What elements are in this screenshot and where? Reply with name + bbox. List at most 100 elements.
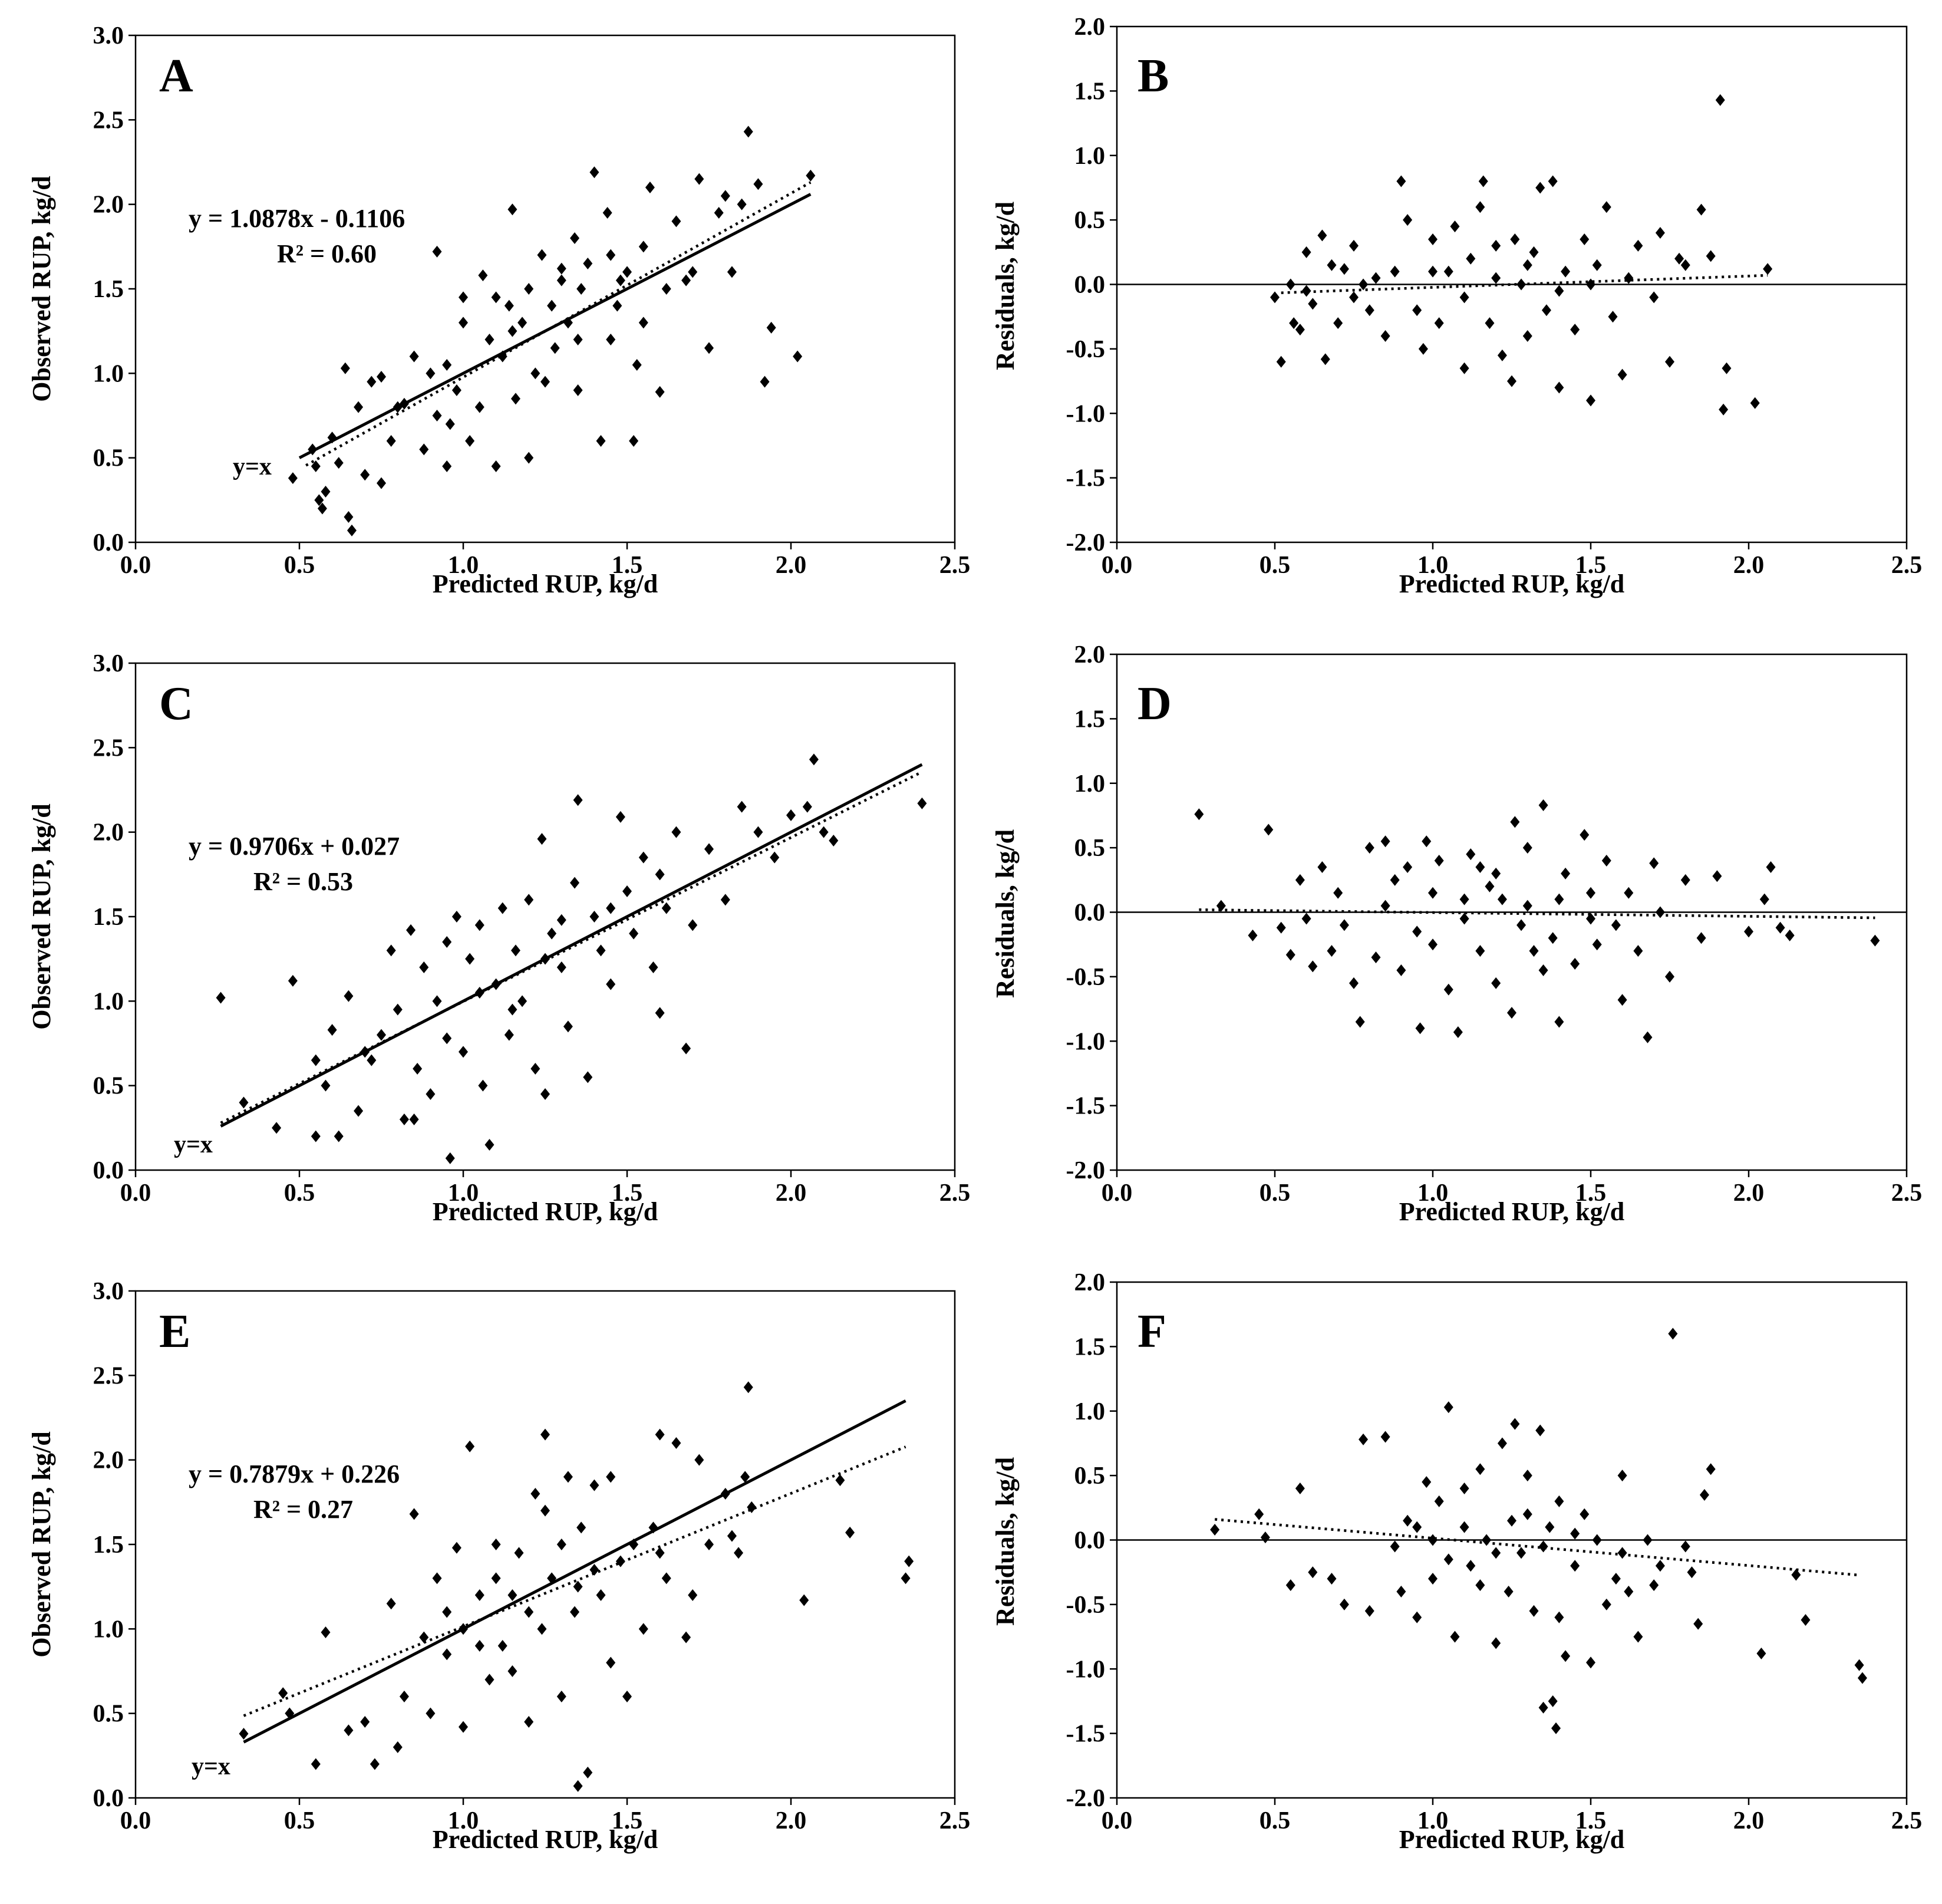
data-point (1317, 861, 1327, 873)
data-point (1535, 182, 1545, 194)
data-point (491, 460, 501, 472)
data-point (386, 435, 396, 447)
data-point (288, 974, 298, 987)
data-point (1522, 1470, 1532, 1482)
data-point (1554, 285, 1564, 297)
data-point (547, 1572, 557, 1585)
data-point (727, 266, 737, 278)
data-point (1633, 1630, 1643, 1643)
x-tick-label: 2.0 (776, 552, 807, 579)
data-point (901, 1572, 911, 1585)
y-tick-label: -1.0 (1066, 1028, 1106, 1055)
y-tick-label: 2.5 (93, 734, 124, 762)
data-point (766, 321, 776, 334)
data-point (1459, 893, 1469, 905)
data-point (344, 511, 354, 523)
data-point (1308, 1566, 1318, 1579)
data-point (606, 1471, 616, 1483)
data-point (288, 472, 298, 485)
y-tick-label: -0.5 (1066, 964, 1106, 991)
data-points (1194, 799, 1880, 1043)
data-point (606, 978, 616, 990)
data-point (1759, 893, 1769, 905)
y-tick-label: 3.0 (93, 22, 124, 50)
data-point (1248, 929, 1258, 941)
data-point (615, 1555, 625, 1567)
panel-d: 0.0 0.5 1.0 1.5 2.0 2.5 -2.0-1.5-1.0-0.50.00.… (991, 641, 1922, 1226)
x-axis-ticks: 0.0 0.5 1.0 1.5 2.0 2.5 (120, 1798, 970, 1834)
data-point (478, 1079, 488, 1092)
data-point (517, 317, 527, 329)
data-point (1507, 1007, 1516, 1019)
data-point (1696, 932, 1706, 944)
data-point (445, 1152, 455, 1164)
data-point (1428, 938, 1437, 951)
data-point (314, 494, 324, 506)
data-point (1601, 201, 1611, 213)
data-point (1355, 1016, 1365, 1028)
x-tick-label: 1.0 (448, 552, 479, 579)
data-point (704, 342, 714, 354)
data-point (734, 1547, 744, 1559)
data-point (661, 902, 671, 914)
data-point (537, 1623, 547, 1635)
y-tick-label: 1.0 (93, 1616, 124, 1643)
data-point (1510, 233, 1520, 245)
data-point (655, 1428, 665, 1441)
data-point (344, 1724, 354, 1737)
data-point (419, 1631, 429, 1643)
data-point (1403, 861, 1413, 873)
data-point (459, 291, 468, 304)
x-axis-title: Predicted RUP, kg/d (433, 569, 658, 598)
data-point (272, 1122, 282, 1134)
data-point (1548, 1695, 1558, 1707)
data-point (399, 397, 409, 410)
data-point (648, 1521, 658, 1534)
data-point (1466, 1560, 1476, 1572)
x-tick-label: 1.0 (448, 1807, 479, 1834)
y-tick-label: -1.5 (1066, 465, 1106, 492)
data-point (1339, 263, 1349, 275)
data-point (451, 384, 461, 396)
y-tick-label: 0.5 (93, 445, 124, 472)
x-tick-label: 0.5 (1260, 1807, 1291, 1834)
data-point (602, 207, 612, 219)
data-point (556, 262, 566, 275)
data-point (570, 232, 580, 244)
data-point (311, 1758, 321, 1770)
data-point (753, 826, 763, 838)
data-point (1301, 285, 1311, 297)
data-point (1443, 1401, 1453, 1414)
y-tick-label: -0.5 (1066, 336, 1106, 363)
x-tick-label: 0.0 (120, 552, 151, 579)
data-point (1561, 1650, 1571, 1662)
data-point (1655, 906, 1665, 918)
data-point (442, 1648, 452, 1661)
y-tick-label: 2.0 (93, 819, 124, 846)
y-axis-ticks: -2.0 -1.5 -1.0 -0.5 0.0 0.5 1.0 1.5 2.0 (1066, 1269, 1117, 1812)
data-point (835, 1474, 845, 1487)
data-point (1766, 861, 1776, 873)
panel-letter: C (159, 678, 193, 730)
data-point (1428, 265, 1437, 278)
y-tick-label: 1.5 (93, 276, 124, 303)
data-point (1554, 1016, 1564, 1028)
data-point (1339, 1598, 1349, 1610)
data-point (583, 1767, 593, 1778)
regression-lines (298, 181, 812, 467)
x-tick-label: 0.5 (284, 1180, 315, 1207)
data-point (1586, 278, 1595, 291)
y-axis-title: Residuals, kg/d (991, 1457, 1020, 1626)
data-point (517, 995, 527, 1007)
data-point (1422, 835, 1432, 848)
data-point (1580, 1508, 1590, 1520)
data-point (1801, 1614, 1811, 1626)
data-point (829, 835, 839, 846)
data-point (1390, 874, 1400, 886)
y-axis-title: Observed RUP, kg/d (27, 1431, 56, 1657)
data-point (347, 524, 357, 536)
data-point (1586, 887, 1595, 899)
data-point (671, 826, 681, 838)
data-point (540, 1088, 550, 1100)
data-point (1403, 1514, 1413, 1527)
